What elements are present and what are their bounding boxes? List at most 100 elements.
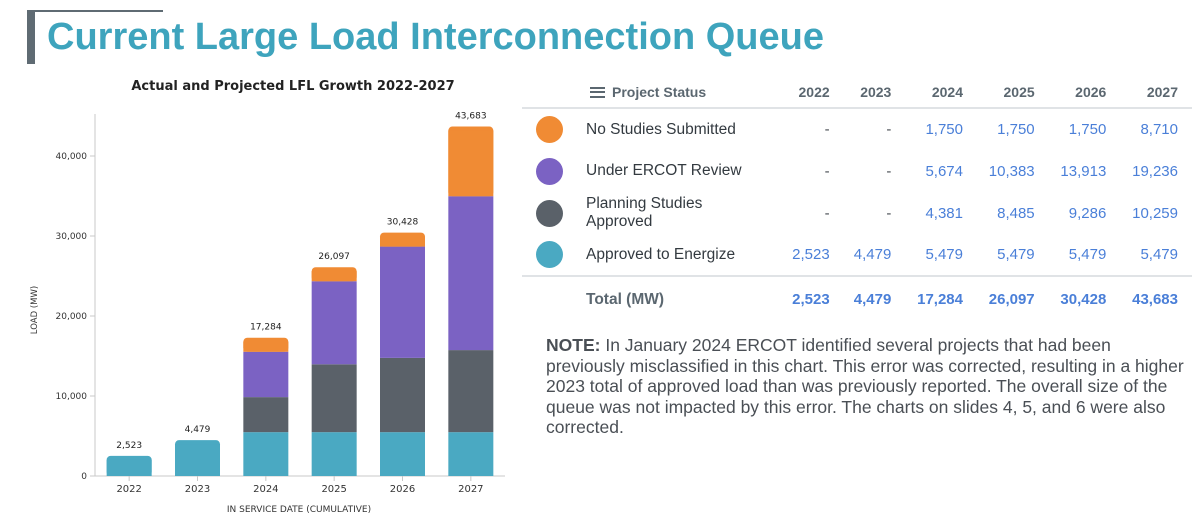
total-cell: 17,284	[905, 275, 977, 322]
table-row: No Studies Submitted - - 1,750 1,750 1,7…	[522, 108, 1192, 150]
table-cell: -	[886, 121, 892, 138]
bar-total-label: 17,284	[250, 323, 282, 333]
table-cell: 1,750	[997, 121, 1035, 138]
menu-icon[interactable]	[590, 86, 605, 98]
y-tick-label: 30,000	[56, 232, 88, 242]
header-year: 2026	[1048, 76, 1121, 109]
table-cell: 5,479	[1140, 246, 1178, 263]
stacked-bar-chart: Actual and Projected LFL Growth 2022-202…	[30, 79, 505, 515]
table-header-row: Project Status 2022 2023 2024 2025 2026 …	[522, 76, 1192, 109]
y-axis-label: LOAD (MW)	[30, 286, 40, 334]
bar-segment-fill	[175, 444, 220, 476]
bar-segment-fill	[380, 236, 425, 247]
bar-total-label: 2,523	[116, 441, 142, 451]
total-cell: 26,097	[977, 275, 1049, 322]
total-cell: 4,479	[843, 275, 906, 322]
bar-segment	[311, 281, 357, 365]
y-tick-label: 0	[81, 472, 87, 482]
note-text: In January 2024 ERCOT identified several…	[546, 335, 1184, 437]
x-axis-label: IN SERVICE DATE (CUMULATIVE)	[227, 505, 371, 515]
total-cell: 2,523	[782, 275, 844, 322]
table-cell: 8,485	[997, 204, 1035, 222]
header-year: 2023	[843, 76, 906, 109]
total-cell: 43,683	[1120, 275, 1192, 322]
table-cell: 8,710	[1140, 121, 1178, 138]
note-paragraph: NOTE: In January 2024 ERCOT identified s…	[546, 335, 1186, 438]
chart-bars	[106, 126, 494, 476]
status-dot	[535, 116, 563, 143]
table-cell: -	[886, 204, 892, 222]
header-status-label: Project Status	[612, 83, 707, 100]
bar-total-label: 30,428	[387, 218, 419, 228]
y-tick-label: 20,000	[56, 312, 88, 322]
status-dot	[535, 157, 563, 185]
header-year: 2025	[977, 76, 1049, 109]
bar-segment	[311, 432, 357, 476]
table-cell: 13,913	[1060, 162, 1107, 180]
x-tick-label: 2026	[390, 484, 415, 495]
bar-segment	[380, 432, 425, 476]
table-cell: -	[886, 162, 892, 180]
bar-total-label: 4,479	[185, 425, 211, 435]
table-cell: -	[824, 162, 830, 180]
note-label: NOTE:	[546, 335, 601, 355]
chart-title: Actual and Projected LFL Growth 2022-202…	[131, 79, 454, 94]
table-cell: 10,259	[1132, 204, 1178, 222]
total-spacer	[522, 275, 576, 322]
chart-labels: 2,523 2022 4,479 2023 17,284 2024 26,097 2025 30…	[116, 112, 486, 495]
x-tick-label: 2024	[253, 484, 278, 495]
table-row: Approved to Energize 2,523 4,479 5,479 5…	[522, 234, 1192, 276]
table-cell: 2,523	[792, 246, 830, 263]
project-status-table: Project Status 2022 2023 2024 2025 2026 …	[522, 76, 1192, 322]
bar-total-label: 43,683	[455, 112, 487, 122]
table-cell: 4,381	[925, 204, 963, 222]
bar-segment	[243, 432, 289, 476]
table-total-row: Total (MW) 2,523 4,479 17,284 26,097 30,…	[522, 275, 1192, 322]
table-cell: 9,286	[1068, 204, 1107, 222]
x-tick-label: 2027	[458, 484, 483, 495]
bar-segment-fill	[448, 130, 494, 197]
status-name: Approved to Energize	[586, 245, 736, 263]
status-dot	[535, 241, 563, 268]
table-cell: 19,236	[1132, 162, 1178, 180]
bar-segment	[380, 357, 425, 433]
x-tick-label: 2025	[321, 484, 346, 495]
bar-total-label: 26,097	[318, 252, 350, 262]
y-tick-label: 10,000	[56, 392, 88, 402]
table-cell: 4,479	[853, 246, 892, 263]
bar-segment-fill	[311, 271, 357, 282]
bar-segment	[243, 397, 289, 433]
status-dot-cell	[522, 234, 576, 276]
header-project-status[interactable]: Project Status	[522, 76, 782, 109]
bar-segment-fill	[243, 341, 289, 352]
status-name: Under ERCOT Review	[586, 162, 742, 179]
table-row: Planning Studies Approved - - 4,381 8,48…	[522, 192, 1192, 234]
table-cell: 1,750	[1068, 121, 1107, 138]
header-year: 2024	[905, 76, 977, 109]
x-tick-label: 2022	[116, 484, 141, 495]
bar-segment	[243, 351, 289, 398]
bar-segment	[380, 246, 425, 358]
header-year: 2022	[782, 76, 844, 109]
table-cell: 5,479	[925, 246, 963, 263]
status-dot-cell	[522, 192, 576, 234]
total-cell: 30,428	[1048, 275, 1121, 322]
bar-segment	[311, 364, 357, 433]
y-tick-label: 40,000	[56, 152, 88, 162]
bar-segment-fill	[106, 459, 152, 476]
header-year: 2027	[1120, 76, 1192, 109]
total-label: Total (MW)	[576, 275, 782, 322]
chart-axes: 0 10,000 20,000 30,000 40,000	[56, 114, 505, 482]
page-title: Current Large Load Interconnection Queue	[47, 16, 824, 58]
status-dot-cell	[522, 108, 576, 150]
status-dot	[535, 199, 563, 227]
bar-segment	[448, 196, 494, 351]
status-name: Planning Studies Approved	[586, 195, 703, 230]
table-row: Under ERCOT Review - - 5,674 10,383 13,9…	[522, 150, 1192, 192]
bar-segment	[448, 350, 494, 433]
table-cell: 10,383	[988, 162, 1035, 180]
table-cell: -	[824, 121, 830, 138]
x-tick-label: 2023	[185, 484, 210, 495]
title-accent-bar	[27, 10, 35, 64]
table-cell: 5,479	[1068, 246, 1107, 263]
